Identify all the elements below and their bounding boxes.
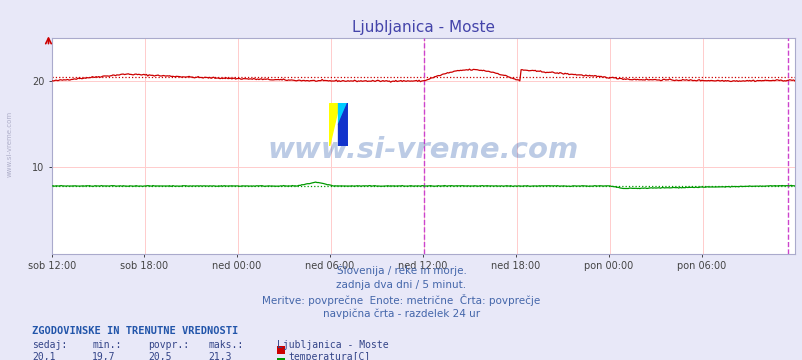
Text: maks.:: maks.:: [209, 340, 244, 350]
Polygon shape: [329, 103, 338, 146]
Text: 21,3: 21,3: [209, 352, 232, 360]
Text: ZGODOVINSKE IN TRENUTNE VREDNOSTI: ZGODOVINSKE IN TRENUTNE VREDNOSTI: [32, 326, 238, 336]
Text: Ljubljanica - Moste: Ljubljanica - Moste: [277, 340, 388, 350]
Text: navpična črta - razdelek 24 ur: navpična črta - razdelek 24 ur: [322, 308, 480, 319]
Polygon shape: [338, 103, 347, 146]
Text: 20,1: 20,1: [32, 352, 55, 360]
Text: www.si-vreme.com: www.si-vreme.com: [6, 111, 13, 177]
Text: 20,5: 20,5: [148, 352, 172, 360]
Text: min.:: min.:: [92, 340, 122, 350]
Text: www.si-vreme.com: www.si-vreme.com: [268, 136, 578, 164]
Title: Ljubljanica - Moste: Ljubljanica - Moste: [351, 20, 495, 35]
Text: temperatura[C]: temperatura[C]: [288, 352, 370, 360]
Polygon shape: [338, 103, 347, 124]
Polygon shape: [338, 124, 347, 146]
Text: zadnja dva dni / 5 minut.: zadnja dva dni / 5 minut.: [336, 280, 466, 290]
Text: sedaj:: sedaj:: [32, 340, 67, 350]
Text: Meritve: povprečne  Enote: metrične  Črta: povprečje: Meritve: povprečne Enote: metrične Črta:…: [262, 294, 540, 306]
Text: Slovenija / reke in morje.: Slovenija / reke in morje.: [336, 266, 466, 276]
Text: povpr.:: povpr.:: [148, 340, 189, 350]
Text: 19,7: 19,7: [92, 352, 115, 360]
